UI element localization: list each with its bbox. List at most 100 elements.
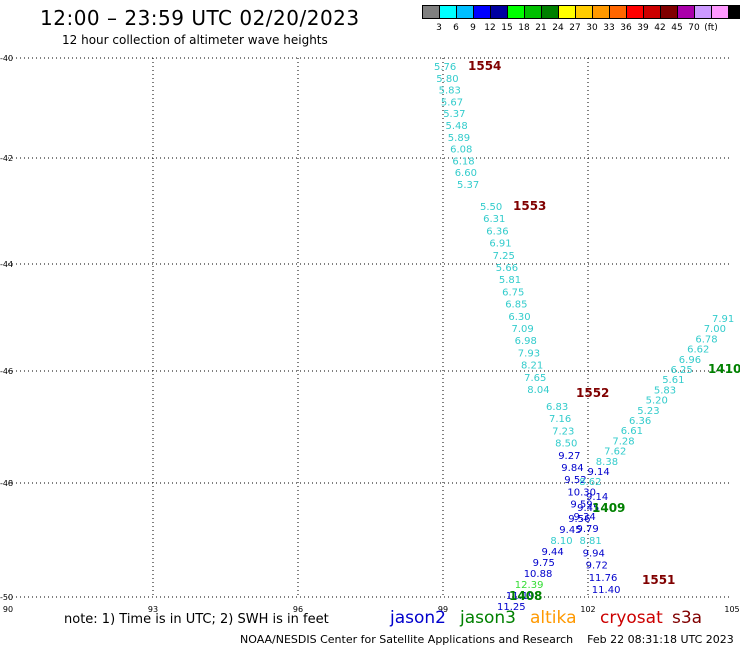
wave-height-value: 7.09 [512,324,534,335]
wave-height-value: 5.23 [637,406,659,417]
wave-height-value: 12.39 [515,580,544,591]
y-tick-label: -50 [0,593,13,602]
page-title: 12:00 – 23:59 UTC 02/20/2023 [40,6,360,30]
wave-height-value: 6.25 [671,365,693,376]
wave-height-value: 6.31 [483,214,505,225]
wave-height-value: 7.25 [493,251,515,262]
wave-height-value: 9.14 [586,492,608,503]
wave-height-value: 9.56 [568,514,590,525]
legend-label: 18 [518,23,530,33]
wave-height-value: 10.88 [524,569,553,580]
wave-height-value: 5.89 [448,133,470,144]
wave-height-value: 8.38 [596,457,618,468]
wave-height-value: 6.75 [502,287,524,298]
wave-height-value: 11.40 [592,585,621,596]
wave-height-value: 8.04 [527,385,549,396]
x-tick-label: 99 [438,605,448,614]
wave-height-value: 11.19 [506,591,535,602]
legend-label: 3 [436,23,442,33]
wave-height-value: 7.65 [524,373,546,384]
wave-height-value: 5.66 [496,263,518,274]
wave-height-value: 8.21 [521,361,543,372]
axis-labels: 90 93 96 99 102 105 -40 -42 -44 -46 -48 -50 [0,54,740,614]
legend-label: 6 [453,23,459,33]
track-id-label: 1409 [592,501,625,515]
legend-label: 27 [569,23,581,33]
wave-height-value: 9.27 [558,451,580,462]
wave-height-value: 9.14 [588,467,610,478]
wave-height-value: 6.98 [515,336,537,347]
track-labels: 5.765.805.835.675.375.485.896.086.186.60… [434,59,740,613]
wave-height-value: 5.83 [439,86,461,97]
wave-height-value: 6.62 [687,345,709,356]
footnote: note: 1) Time is in UTC; 2) SWH is in fe… [64,612,329,627]
satellite-name: altika [530,608,577,628]
wave-height-value: 6.36 [629,416,651,427]
legend-label: 12 [484,23,496,33]
wave-height-value: 6.36 [486,226,508,237]
satellite-name: jason2 [390,608,446,628]
wave-height-value: 9.75 [533,558,555,569]
wave-height-value: 6.18 [452,156,474,167]
track-id-label: 1552 [576,386,609,400]
wave-height-value: 9.72 [586,561,608,572]
legend-label: 24 [552,23,564,33]
legend-label: 42 [654,23,666,33]
wave-height-value: 9.45 [577,503,599,514]
wave-height-value: 6.78 [695,334,717,345]
wave-height-value: 6.08 [450,145,472,156]
x-tick-label: 93 [148,605,158,614]
y-tick-label: -40 [0,54,13,63]
legend-label: 33 [603,23,615,33]
y-tick-label: -46 [0,367,13,376]
wave-height-value: 6.96 [679,355,701,366]
legend-label: (ft) [704,23,718,33]
wave-height-value: 7.91 [712,314,734,325]
map-grid [8,57,732,598]
wave-height-value: 8.62 [579,477,601,488]
track-id-label: 1410 [708,362,740,376]
wave-height-value: 7.28 [612,436,634,447]
legend-label: 9 [470,23,476,33]
wave-height-value: 7.93 [518,348,540,359]
wave-height-value: 9.59 [570,500,592,511]
x-tick-label: 90 [3,605,13,614]
wave-height-value: 8.81 [580,536,602,547]
wave-height-value: 5.76 [434,62,456,73]
y-tick-label: -42 [0,154,13,163]
wave-height-value: 9.52 [564,475,586,486]
wave-height-value: 6.30 [508,312,530,323]
satellite-name: jason3 [460,608,516,628]
wave-height-value: 10.30 [567,487,596,498]
wave-height-value: 8.50 [555,439,577,450]
legend-label: 30 [586,23,598,33]
wave-height-value: 5.67 [441,97,463,108]
wave-height-value: 8.10 [550,536,572,547]
wave-height-value: 5.83 [654,385,676,396]
wave-height-value: 7.16 [549,414,571,425]
y-tick-label: -44 [0,260,13,269]
y-tick-label: -48 [0,479,13,488]
wave-height-value: 6.85 [505,300,527,311]
legend-label: 45 [671,23,683,33]
wave-height-value: 9.44 [542,547,564,558]
wave-height-value: 5.20 [646,396,668,407]
legend-swatch [728,5,740,19]
legend-label: 39 [637,23,649,33]
wave-height-value: 6.61 [621,426,643,437]
wave-height-value: 6.91 [489,239,511,250]
track-id-label: 1554 [468,59,501,73]
x-tick-label: 96 [293,605,303,614]
wave-height-value: 7.62 [604,447,626,458]
wave-height-value: 9.34 [574,512,596,523]
wave-height-value: 5.81 [499,275,521,286]
wave-height-value: 11.25 [497,602,526,613]
wave-height-value: 9.79 [577,524,599,535]
wave-height-value: 5.48 [446,121,468,132]
wave-height-value: 5.80 [436,74,458,85]
legend-label: 70 [688,23,700,33]
wave-height-value: 11.76 [589,573,618,584]
track-id-label: 1551 [642,573,675,587]
wave-height-value: 5.37 [457,180,479,191]
